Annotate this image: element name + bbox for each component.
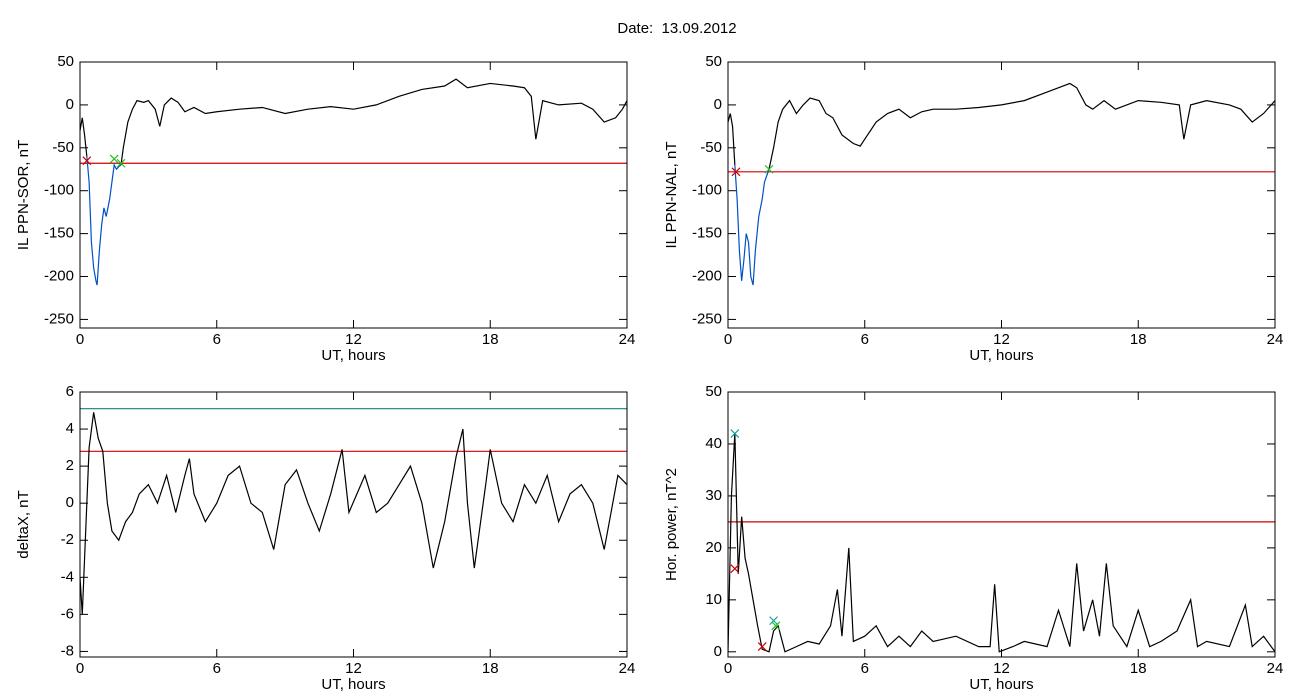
y-tick-label: -250 xyxy=(44,310,74,327)
cross-marker xyxy=(771,621,781,631)
x-tick-label: 12 xyxy=(993,660,1010,677)
y-tick-label: 20 xyxy=(705,539,722,556)
plot-frame xyxy=(79,61,628,329)
plot-frame xyxy=(79,391,628,658)
x-tick-label: 6 xyxy=(861,331,869,348)
cross-marker xyxy=(730,564,740,574)
panel: 0 6 12 18 24 -250 -200 -150 -100 -50 0 50 UT, hours I… xyxy=(663,53,1283,364)
x-tick-label: 24 xyxy=(1267,331,1284,348)
y-tick-label: -200 xyxy=(692,267,722,284)
y-tick-label: -2 xyxy=(61,531,74,548)
x-tick-label: 24 xyxy=(619,660,636,677)
data-line xyxy=(728,82,1275,170)
plot-area xyxy=(728,82,1275,286)
y-tick-label: -50 xyxy=(700,139,722,156)
x-axis-label: UT, hours xyxy=(321,676,385,693)
y-tick-label: 2 xyxy=(66,457,74,474)
panel: 0 6 12 18 24 -250 -200 -150 -100 -50 0 50 UT, hours I… xyxy=(15,53,635,364)
plot-area xyxy=(728,429,1275,653)
y-tick-label: -50 xyxy=(52,139,74,156)
cross-marker xyxy=(764,164,774,174)
x-tick-label: 18 xyxy=(482,660,499,677)
x-tick-label: 24 xyxy=(619,331,636,348)
data-line xyxy=(80,78,627,166)
x-axis-label: UT, hours xyxy=(321,347,385,364)
y-tick-label: -4 xyxy=(61,568,74,585)
y-tick-label: 0 xyxy=(714,643,722,660)
figure-title: Date: 13.09.2012 xyxy=(617,20,736,37)
plot-frame xyxy=(727,61,1276,329)
x-tick-label: 18 xyxy=(482,331,499,348)
y-tick-label: 50 xyxy=(57,53,74,70)
x-tick-label: 18 xyxy=(1130,660,1147,677)
x-tick-label: 0 xyxy=(724,660,732,677)
cross-marker xyxy=(82,156,92,166)
y-tick-label: -8 xyxy=(61,642,74,659)
cross-marker xyxy=(730,429,740,438)
y-tick-label: 30 xyxy=(705,487,722,504)
plot-area xyxy=(80,408,627,615)
y-axis-label: IL PPN-NAL, nT xyxy=(663,142,680,249)
cross-marker xyxy=(731,167,741,177)
x-tick-label: 6 xyxy=(861,660,869,677)
y-tick-label: 0 xyxy=(714,96,722,113)
y-tick-label: 40 xyxy=(705,435,722,452)
x-tick-label: 12 xyxy=(345,660,362,677)
x-tick-label: 0 xyxy=(76,331,84,348)
y-tick-label: -100 xyxy=(692,182,722,199)
x-tick-label: 0 xyxy=(724,331,732,348)
y-axis-label: deltaX, nT xyxy=(15,490,32,558)
y-axis-label: Hor. power, nT^2 xyxy=(663,468,680,581)
plot-frame xyxy=(727,391,1276,658)
y-tick-label: 50 xyxy=(705,53,722,70)
y-tick-label: -150 xyxy=(692,225,722,242)
y-tick-label: 4 xyxy=(66,420,74,437)
y-tick-label: -6 xyxy=(61,605,74,622)
x-tick-label: 6 xyxy=(213,331,221,348)
cross-marker xyxy=(109,154,119,164)
cross-marker xyxy=(769,616,779,626)
y-tick-label: 0 xyxy=(66,96,74,113)
y-tick-label: 10 xyxy=(705,591,722,608)
panel: 0 6 12 18 24 0 10 20 30 40 50 UT, hours Hor. power, … xyxy=(663,383,1283,693)
data-line xyxy=(734,164,770,286)
y-tick-label: -100 xyxy=(44,182,74,199)
x-tick-label: 18 xyxy=(1130,331,1147,348)
y-tick-label: 0 xyxy=(66,494,74,511)
x-tick-label: 0 xyxy=(76,660,84,677)
y-tick-label: -150 xyxy=(44,225,74,242)
data-line xyxy=(86,156,122,286)
data-line xyxy=(80,412,627,615)
y-tick-label: 6 xyxy=(66,383,74,400)
x-tick-label: 24 xyxy=(1267,660,1284,677)
cross-marker xyxy=(757,642,767,652)
y-tick-label: -200 xyxy=(44,267,74,284)
x-tick-label: 6 xyxy=(213,660,221,677)
y-tick-label: 50 xyxy=(705,383,722,400)
y-axis-label: IL PPN-SOR, nT xyxy=(15,140,32,250)
x-axis-label: UT, hours xyxy=(969,347,1033,364)
x-tick-label: 12 xyxy=(993,331,1010,348)
y-tick-label: -250 xyxy=(692,310,722,327)
x-tick-label: 12 xyxy=(345,331,362,348)
x-axis-label: UT, hours xyxy=(969,676,1033,693)
plot-area xyxy=(80,78,627,286)
cross-marker xyxy=(116,158,126,168)
